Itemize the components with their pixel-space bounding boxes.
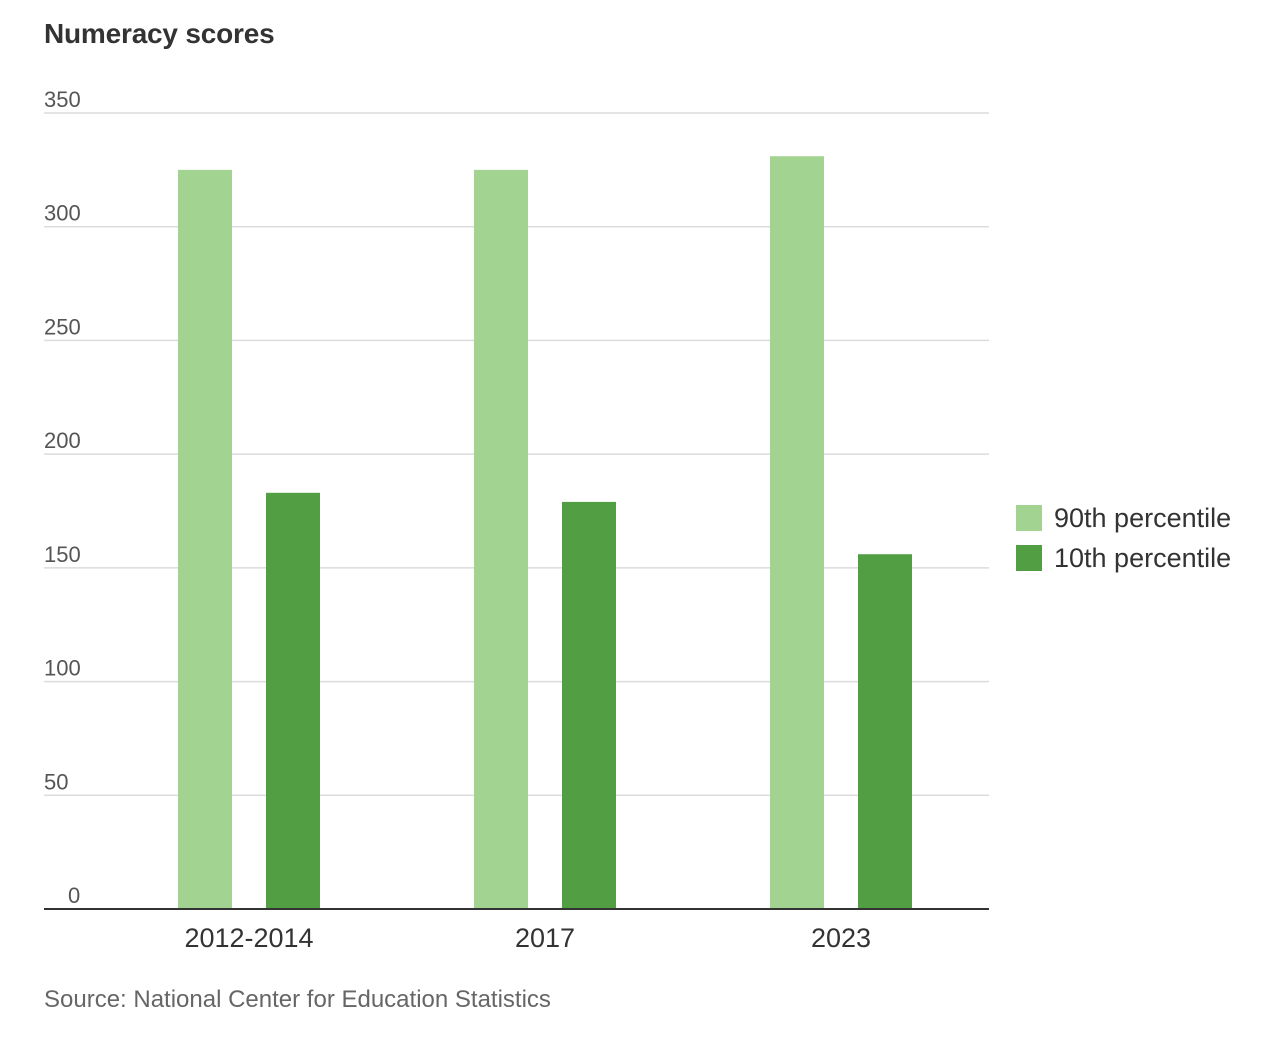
x-category-label-2023: 2023 xyxy=(811,923,871,953)
x-axis-category-labels: 2012-2014 2017 2023 xyxy=(184,923,871,953)
bar-2023-90th-percentile xyxy=(770,156,824,909)
y-tick-label-150: 150 xyxy=(44,542,81,567)
bar-2017-90th-percentile xyxy=(474,169,528,909)
source-note: Source: National Center for Education St… xyxy=(44,986,551,1013)
y-tick-label-350: 350 xyxy=(44,87,81,112)
bar-2023-10th-percentile xyxy=(858,554,912,909)
bar-2017-10th-percentile xyxy=(562,501,616,909)
legend-label-90th-percentile: 90th percentile xyxy=(1054,502,1232,533)
y-axis-tick-labels: 0 50 100 150 200 250 300 350 xyxy=(44,87,81,908)
legend-item-10th-percentile: 10th percentile xyxy=(1016,538,1231,578)
y-tick-label-300: 300 xyxy=(44,201,81,226)
y-tick-label-200: 200 xyxy=(44,428,81,453)
legend-swatch-90th-percentile xyxy=(1016,505,1042,531)
legend-label-10th-percentile: 10th percentile xyxy=(1054,542,1232,573)
x-category-label-2012-2014: 2012-2014 xyxy=(184,923,313,953)
bars xyxy=(178,156,912,909)
y-tick-label-250: 250 xyxy=(44,314,81,339)
legend-swatch-10th-percentile xyxy=(1016,545,1042,571)
bar-2012-2014-10th-percentile xyxy=(266,492,320,909)
y-tick-label-100: 100 xyxy=(44,656,81,681)
chart-title: Numeracy scores xyxy=(44,18,275,49)
y-tick-label-50: 50 xyxy=(44,769,68,794)
legend: 90th percentile 10th percentile xyxy=(1016,498,1231,578)
legend-item-90th-percentile: 90th percentile xyxy=(1016,498,1231,538)
bar-2012-2014-90th-percentile xyxy=(178,169,232,909)
x-category-label-2017: 2017 xyxy=(515,923,575,953)
y-tick-label-0: 0 xyxy=(68,883,80,908)
